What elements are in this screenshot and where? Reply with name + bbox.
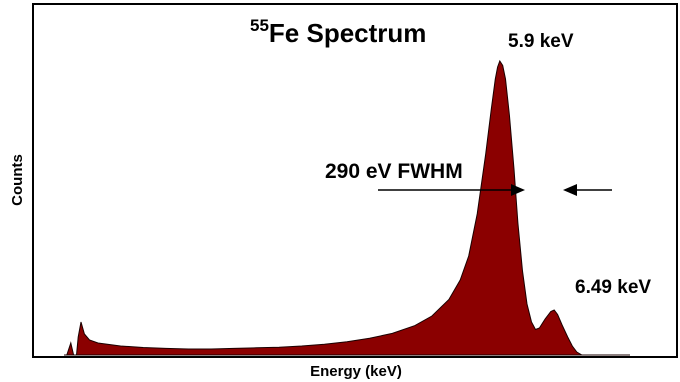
y-axis-label: Counts bbox=[9, 154, 26, 206]
plot-frame bbox=[32, 3, 678, 358]
fwhm-arrow-right bbox=[563, 184, 612, 196]
fwhm-arrow-left bbox=[378, 184, 525, 196]
fwhm-label: 290 eV FWHM bbox=[325, 160, 463, 183]
x-axis-label: Energy (keV) bbox=[310, 363, 402, 380]
peak-label-secondary: 6.49 keV bbox=[575, 277, 651, 298]
peak-label-main: 5.9 keV bbox=[508, 31, 574, 52]
spectrum-area bbox=[64, 59, 630, 356]
title-superscript: 55 bbox=[250, 16, 269, 35]
title-main: Fe Spectrum bbox=[269, 18, 427, 48]
chart-title: 55Fe Spectrum bbox=[250, 16, 426, 48]
